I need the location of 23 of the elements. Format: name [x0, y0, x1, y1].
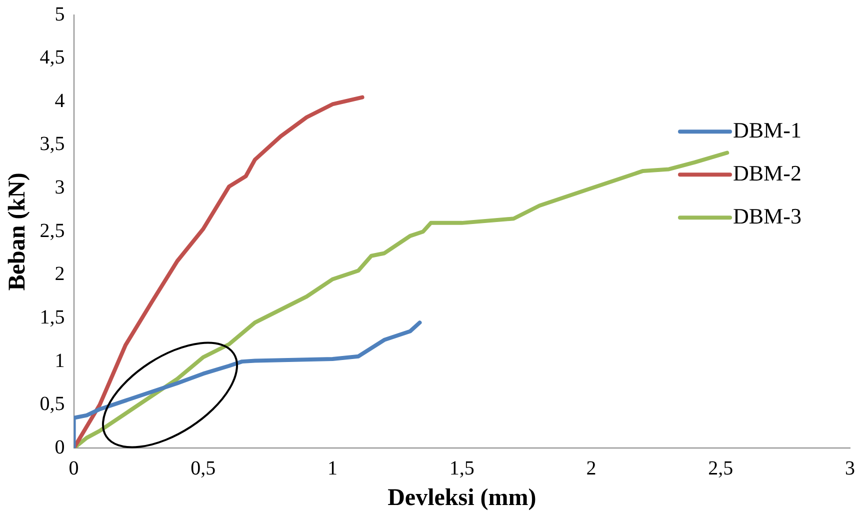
legend-label: DBM-2 — [733, 160, 802, 186]
x-tick-label: 0 — [68, 457, 79, 480]
x-tick-label: 1,5 — [449, 457, 474, 480]
y-tick-label: 1 — [54, 350, 65, 372]
y-tick-label: 5 — [54, 3, 65, 26]
legend-label: DBM-3 — [733, 203, 802, 228]
y-tick-label: 4,5 — [40, 46, 65, 69]
x-tick-label: 3 — [845, 457, 855, 480]
x-axis-title: Devleksi (mm) — [388, 484, 536, 511]
x-tick-label: 2,5 — [708, 457, 734, 480]
y-tick-label: 3,5 — [40, 133, 65, 156]
y-tick-label: 0,5 — [40, 393, 65, 416]
y-tick-label: 1,5 — [40, 306, 65, 328]
x-tick-label: 1 — [328, 457, 338, 480]
y-tick-label: 2 — [54, 263, 65, 286]
x-tick-label: 0,5 — [190, 457, 216, 480]
y-tick-label: 0 — [54, 436, 65, 458]
y-tick-label: 2,5 — [40, 220, 65, 242]
x-tick-label: 2 — [586, 457, 596, 480]
legend-label: DBM-1 — [733, 117, 802, 142]
y-tick-label: 3 — [54, 176, 65, 199]
y-axis-title: Beban (kN) — [4, 172, 31, 291]
y-tick-label: 4 — [54, 90, 65, 112]
